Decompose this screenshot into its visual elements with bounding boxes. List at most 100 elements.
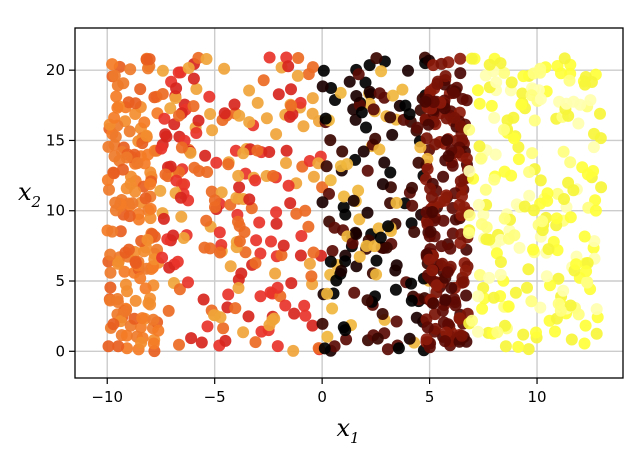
data-point <box>390 315 403 328</box>
data-point <box>218 62 231 75</box>
y-tick-label: 0 <box>55 342 65 360</box>
data-point <box>516 87 529 100</box>
data-point <box>363 85 376 98</box>
data-point <box>307 246 320 259</box>
data-point <box>290 207 303 220</box>
data-point <box>558 52 571 65</box>
data-point <box>463 209 476 222</box>
y-tick-label: 10 <box>46 202 65 220</box>
data-point <box>346 237 359 250</box>
data-point <box>522 343 535 356</box>
data-point <box>564 156 577 169</box>
data-point <box>551 244 564 257</box>
data-point <box>112 340 125 353</box>
data-point <box>594 107 606 120</box>
data-point <box>454 67 467 80</box>
data-point <box>324 174 337 187</box>
data-point <box>175 210 188 223</box>
data-point <box>138 245 150 258</box>
data-point <box>174 191 187 204</box>
data-point <box>445 282 458 294</box>
data-point <box>442 150 455 163</box>
data-point <box>473 97 486 110</box>
data-point <box>589 204 602 217</box>
data-point <box>587 141 600 154</box>
data-point <box>419 95 432 108</box>
data-point <box>292 52 305 64</box>
data-point <box>222 288 235 301</box>
data-point <box>502 300 515 313</box>
data-point <box>498 165 511 178</box>
data-point <box>386 128 399 141</box>
data-point <box>352 184 365 197</box>
data-point <box>270 128 283 141</box>
y-tick-label: 15 <box>46 131 65 149</box>
data-point <box>156 251 169 264</box>
data-point <box>595 181 608 194</box>
data-point <box>517 70 530 83</box>
data-point <box>230 191 243 204</box>
data-point <box>162 304 175 317</box>
data-point <box>112 257 125 270</box>
data-point <box>285 83 297 96</box>
data-point <box>200 53 213 65</box>
data-point <box>298 299 311 312</box>
data-point <box>299 309 312 322</box>
data-point <box>328 340 341 353</box>
data-point <box>466 314 478 327</box>
data-point <box>370 52 383 65</box>
data-point <box>527 204 540 217</box>
data-point <box>367 103 380 116</box>
data-point <box>542 243 555 256</box>
data-point <box>326 302 339 315</box>
data-point <box>459 264 472 277</box>
data-point <box>203 90 216 103</box>
data-point <box>251 144 264 157</box>
data-point <box>243 116 256 129</box>
data-point <box>108 111 121 124</box>
data-point <box>129 257 142 269</box>
data-point <box>265 235 277 248</box>
data-point <box>422 118 435 131</box>
data-point <box>263 146 276 158</box>
data-point <box>121 285 133 298</box>
data-point <box>233 181 246 194</box>
data-point <box>199 149 212 162</box>
data-point <box>373 143 386 156</box>
data-point <box>110 90 123 103</box>
data-point <box>339 255 352 268</box>
x-tick-label: 0 <box>317 388 327 406</box>
data-point <box>449 299 462 312</box>
data-point <box>324 134 337 147</box>
data-point <box>424 225 437 238</box>
data-point <box>369 132 382 145</box>
data-point <box>578 230 591 243</box>
data-point <box>488 173 501 186</box>
data-point <box>472 325 484 338</box>
data-point <box>144 166 157 179</box>
data-point <box>462 227 475 239</box>
data-point <box>550 212 563 225</box>
data-point <box>200 214 213 227</box>
data-point <box>384 166 397 179</box>
data-point <box>232 169 245 182</box>
data-point <box>337 321 350 334</box>
data-point <box>108 150 121 163</box>
data-point <box>275 249 288 262</box>
data-point <box>206 124 219 137</box>
data-point <box>316 80 329 93</box>
data-point <box>523 189 536 202</box>
data-point <box>436 304 449 317</box>
data-point <box>536 215 549 228</box>
data-point <box>217 322 230 335</box>
data-point <box>526 147 539 160</box>
data-point <box>108 167 120 180</box>
data-point <box>237 326 250 339</box>
data-point <box>283 110 296 123</box>
data-point <box>552 272 565 285</box>
data-point <box>435 240 448 253</box>
data-point <box>384 111 397 124</box>
data-point <box>184 146 197 159</box>
data-point <box>427 297 440 310</box>
data-point <box>572 117 585 130</box>
